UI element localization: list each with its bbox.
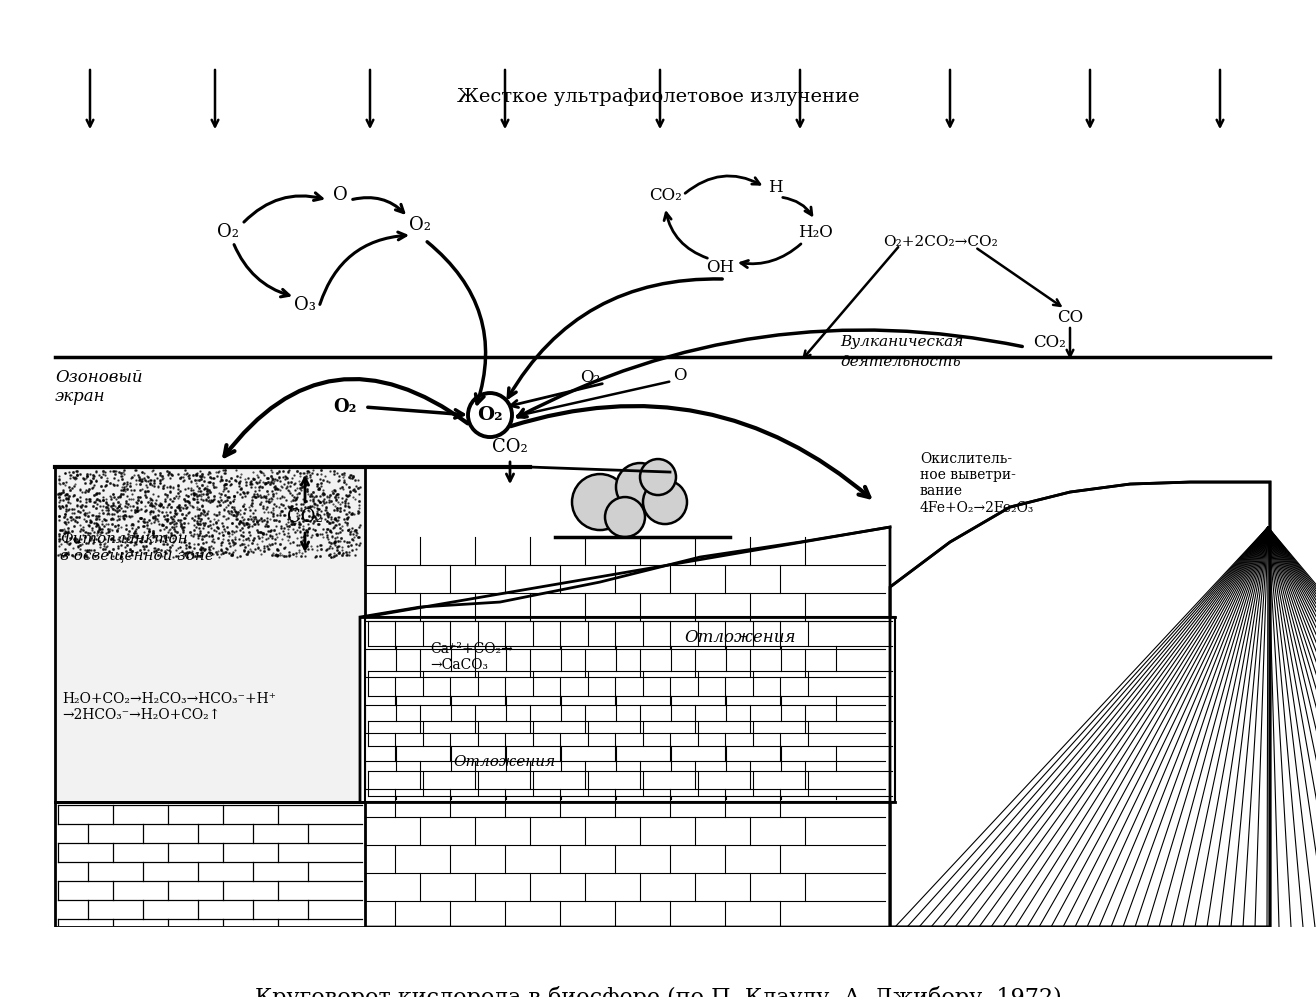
Text: Вулканическая: Вулканическая [840,335,963,349]
Text: O₂: O₂ [217,223,240,241]
Text: H₂O: H₂O [797,223,833,240]
Text: Отложения: Отложения [454,755,557,769]
Text: O: O [333,186,347,204]
Text: Фитопланктон
в освещенной зоне: Фитопланктон в освещенной зоне [61,532,215,562]
Circle shape [616,463,665,511]
Text: O₂+2CO₂→CO₂: O₂+2CO₂→CO₂ [883,235,998,249]
Text: Круговорот кислорода в биосфере (по П  Клауду, А  Джибору, 1972): Круговорот кислорода в биосфере (по П Кл… [254,986,1062,997]
Text: деятельность: деятельность [840,355,961,369]
Text: Озоновый
экран: Озоновый экран [55,369,142,406]
Text: CO₂: CO₂ [492,438,528,456]
Polygon shape [890,482,1270,927]
Text: Ca⁺²+CO₂→
→CaCO₃: Ca⁺²+CO₂→ →CaCO₃ [430,642,513,672]
Text: CO: CO [1057,308,1083,326]
Text: H₂O+CO₂→H₂CO₃→HCO₃⁻+H⁺
→2HCO₃⁻→H₂O+CO₂↑: H₂O+CO₂→H₂CO₃→HCO₃⁻+H⁺ →2HCO₃⁻→H₂O+CO₂↑ [62,692,276,722]
Polygon shape [55,802,365,927]
Text: H: H [767,178,782,195]
Circle shape [605,498,645,537]
Text: O₃: O₃ [293,296,316,314]
Text: Окислитель-
ное выветри-
вание
4Fe+O₂→2Fe₂O₃: Окислитель- ное выветри- вание 4Fe+O₂→2F… [920,452,1034,514]
Text: O₂: O₂ [333,398,357,416]
Text: O: O [674,367,687,384]
Text: O₂: O₂ [580,369,600,386]
Circle shape [640,459,676,496]
Polygon shape [55,467,365,802]
Text: O₂: O₂ [409,216,432,234]
Circle shape [572,474,628,530]
Text: CO₂: CO₂ [1033,334,1066,351]
Circle shape [468,393,512,437]
Polygon shape [365,617,895,802]
Text: CO₂: CO₂ [287,508,322,526]
Text: Жесткое ультрафиолетовое излучение: Жесткое ультрафиолетовое излучение [457,88,859,106]
Text: OH: OH [705,258,734,275]
Polygon shape [361,527,890,927]
Text: Отложения: Отложения [684,628,796,645]
Text: O₂: O₂ [478,406,503,424]
Text: CO₂: CO₂ [649,186,682,203]
Circle shape [644,480,687,524]
